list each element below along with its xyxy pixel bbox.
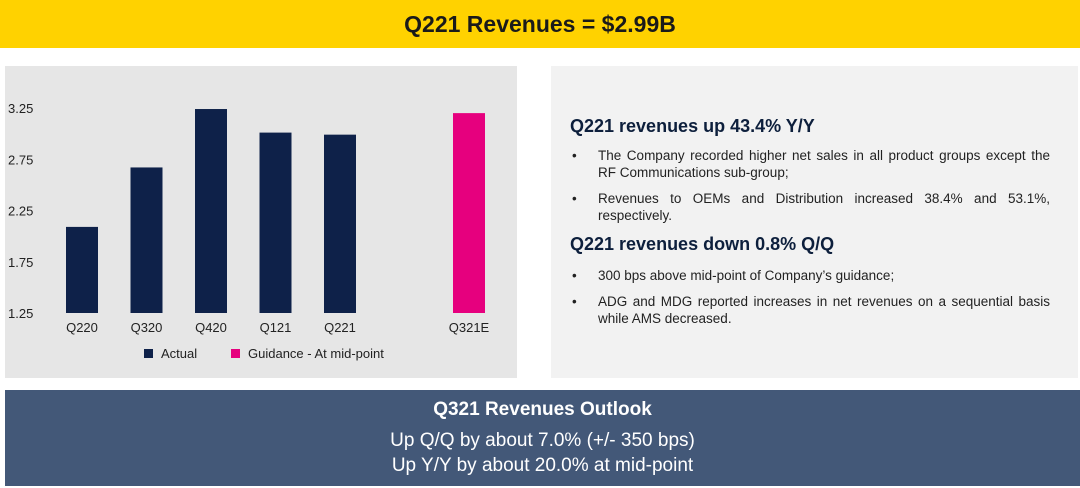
x-tick-label: Q420 <box>195 320 227 335</box>
y-tick-label: 3.25 <box>8 101 33 116</box>
outlook-panel: Q321 Revenues Outlook Up Q/Q by about 7.… <box>5 390 1080 486</box>
yoy-heading: Q221 revenues up 43.4% Y/Y <box>570 116 815 136</box>
outlook-qoq-line: Up Q/Q by about 7.0% (+/- 350 bps) <box>390 430 695 451</box>
bullet-icon: • <box>572 294 577 309</box>
outlook-title: Q321 Revenues Outlook <box>433 399 652 420</box>
bullet-text: The Company recorded higher net sales in… <box>598 148 1050 180</box>
bullet-icon: • <box>572 191 577 206</box>
bar <box>66 226 98 313</box>
list-item: • Revenues to OEMs and Distribution incr… <box>570 190 1050 224</box>
revenue-bar-chart: 3.25 2.75 2.25 1.75 1.25 Q220 Q320 Q420 Q121 Q221… <box>8 101 490 361</box>
page-title: Q221 Revenues = $2.99B <box>404 10 676 37</box>
list-item: • The Company recorded higher net sales … <box>570 147 1050 181</box>
qoq-heading: Q221 revenues down 0.8% Q/Q <box>570 234 835 254</box>
bullet-text: 300 bps above mid-point of Company’s gui… <box>598 268 895 283</box>
bullet-text: ADG and MDG reported increases in net re… <box>598 294 1050 326</box>
bar <box>324 134 356 313</box>
legend-swatch <box>231 349 240 358</box>
bullet-icon: • <box>572 268 577 283</box>
outlook-yoy-line: Up Y/Y by about 20.0% at mid-point <box>391 455 694 476</box>
list-item: • 300 bps above mid-point of Company’s g… <box>570 267 1050 284</box>
x-tick-label: Q220 <box>66 320 98 335</box>
y-tick-label: 2.25 <box>8 204 33 219</box>
revenue-chart-panel: 3.25 2.75 2.25 1.75 1.25 Q220 Q320 Q420 Q121 Q221… <box>5 66 517 378</box>
x-tick-label: Q121 <box>260 320 292 335</box>
y-tick-label: 2.75 <box>8 152 33 167</box>
x-tick-label: Q321E <box>449 320 490 335</box>
y-tick-label: 1.75 <box>8 255 33 270</box>
bar <box>195 109 227 314</box>
bullet-icon: • <box>572 148 577 163</box>
bar <box>259 132 292 313</box>
list-item: • ADG and MDG reported increases in net … <box>570 293 1050 327</box>
bar <box>130 167 163 313</box>
highlights-panel: Q221 revenues up 43.4% Y/Y • The Company… <box>551 66 1078 378</box>
page-title-banner: Q221 Revenues = $2.99B <box>0 0 1080 48</box>
legend-label: Guidance - At mid-point <box>248 346 384 361</box>
bar <box>453 113 485 313</box>
x-tick-label: Q221 <box>324 320 356 335</box>
y-tick-label: 1.25 <box>8 306 33 321</box>
legend-label: Actual <box>161 346 197 361</box>
x-tick-label: Q320 <box>131 320 163 335</box>
bullet-text: Revenues to OEMs and Distribution increa… <box>598 191 1050 223</box>
legend-swatch <box>144 349 153 358</box>
